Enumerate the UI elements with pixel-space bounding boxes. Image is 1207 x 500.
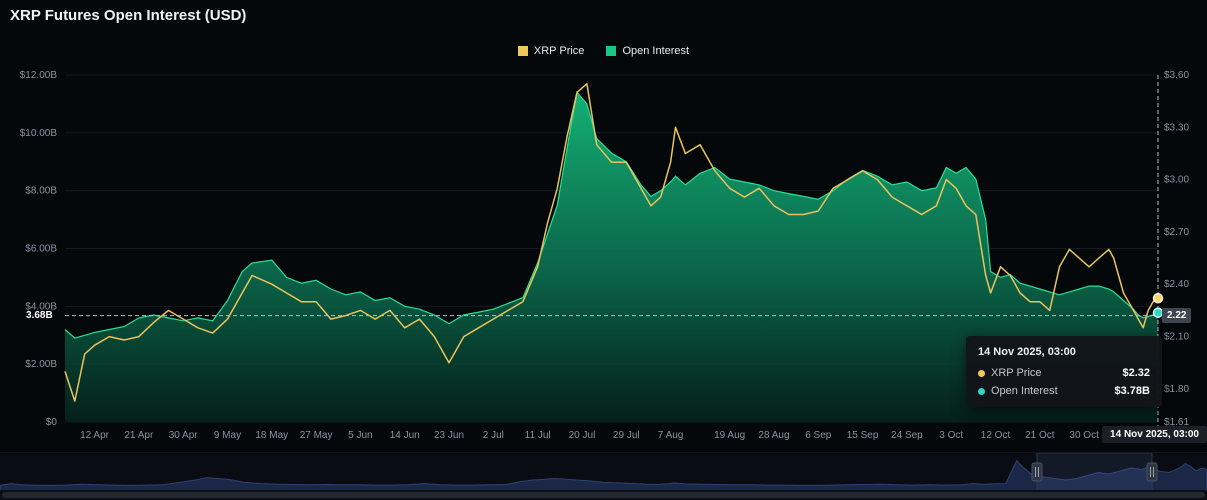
x-axis-label: 7 Aug xyxy=(658,430,684,441)
x-axis-label: 21 Oct xyxy=(1025,430,1055,441)
price-marker xyxy=(1154,294,1163,303)
x-axis-label: 28 Aug xyxy=(758,430,789,441)
range-navigator[interactable] xyxy=(0,452,1207,491)
x-axis-label: 15 Sep xyxy=(847,430,879,441)
tooltip-value: $3.78B xyxy=(1115,385,1150,397)
tooltip-row-xrp-price: XRP Price $2.32 xyxy=(978,367,1150,379)
left-axis-label: $12.00B xyxy=(20,70,58,81)
tooltip-value: $2.32 xyxy=(1122,367,1150,379)
x-axis-label: 12 Oct xyxy=(981,430,1011,441)
left-axis-label: $6.00B xyxy=(25,244,57,255)
right-axis-label: $3.00 xyxy=(1164,175,1189,186)
x-axis-label: 30 Apr xyxy=(169,430,199,441)
open-interest-dot-icon xyxy=(978,388,985,395)
x-axis-label: 18 May xyxy=(255,430,288,441)
xrp-open-interest-chart-page: XRP Futures Open Interest (USD) XRP Pric… xyxy=(0,0,1207,500)
navigator-handle-left[interactable] xyxy=(1032,463,1042,481)
right-axis-label: $3.60 xyxy=(1164,70,1189,81)
x-axis-label: 29 Jul xyxy=(613,430,640,441)
tooltip-row-open-interest: Open Interest $3.78B xyxy=(978,385,1150,397)
tooltip-date: 14 Nov 2025, 03:00 xyxy=(978,346,1150,358)
right-axis-label: $1.80 xyxy=(1164,384,1189,395)
xrp-price-dot-icon xyxy=(978,370,985,377)
right-axis-label: $2.70 xyxy=(1164,227,1189,238)
right-axis-label: $2.10 xyxy=(1164,332,1189,343)
x-axis-label: 14 Jun xyxy=(390,430,420,441)
left-axis-label: $0 xyxy=(46,417,58,428)
left-axis-label: $8.00B xyxy=(25,186,57,197)
horizontal-scrollbar[interactable] xyxy=(0,490,1207,500)
x-axis-label: 11 Jul xyxy=(525,430,551,441)
tooltip-label: XRP Price xyxy=(991,367,1042,379)
x-axis-label: 21 Apr xyxy=(124,430,154,441)
x-axis-label: 3 Oct xyxy=(939,430,963,441)
x-axis-label: 20 Jul xyxy=(569,430,596,441)
navigator-selection[interactable] xyxy=(1037,453,1152,491)
x-axis-label: 23 Jun xyxy=(434,430,464,441)
current-date-axis-badge: 14 Nov 2025, 03:00 xyxy=(1102,426,1207,443)
chart-tooltip: 14 Nov 2025, 03:00 XRP Price $2.32 Open … xyxy=(966,336,1162,407)
x-axis-label: 24 Sep xyxy=(891,430,923,441)
x-axis-label: 19 Aug xyxy=(714,430,745,441)
navigator-area xyxy=(0,461,1207,492)
tooltip-label: Open Interest xyxy=(991,385,1058,397)
x-axis-label: 12 Apr xyxy=(80,430,110,441)
x-axis-label: 5 Jun xyxy=(348,430,372,441)
x-axis-label: 2 Jul xyxy=(483,430,504,441)
x-axis-label: 6 Sep xyxy=(805,430,832,441)
left-axis-label: $2.00B xyxy=(25,359,57,370)
x-axis-label: 30 Oct xyxy=(1069,430,1099,441)
scrollbar-thumb[interactable] xyxy=(2,492,1205,498)
right-axis-label: $2.40 xyxy=(1164,279,1189,290)
current-price-axis-badge: 2.22 xyxy=(1162,308,1191,323)
navigator-handle-right[interactable] xyxy=(1147,463,1157,481)
x-axis-label: 9 May xyxy=(214,430,241,441)
current-oi-axis-label: 3.68B xyxy=(26,310,53,321)
x-axis-label: 27 May xyxy=(300,430,333,441)
right-axis-label: $3.30 xyxy=(1164,122,1189,133)
left-axis-label: $10.00B xyxy=(20,128,58,139)
